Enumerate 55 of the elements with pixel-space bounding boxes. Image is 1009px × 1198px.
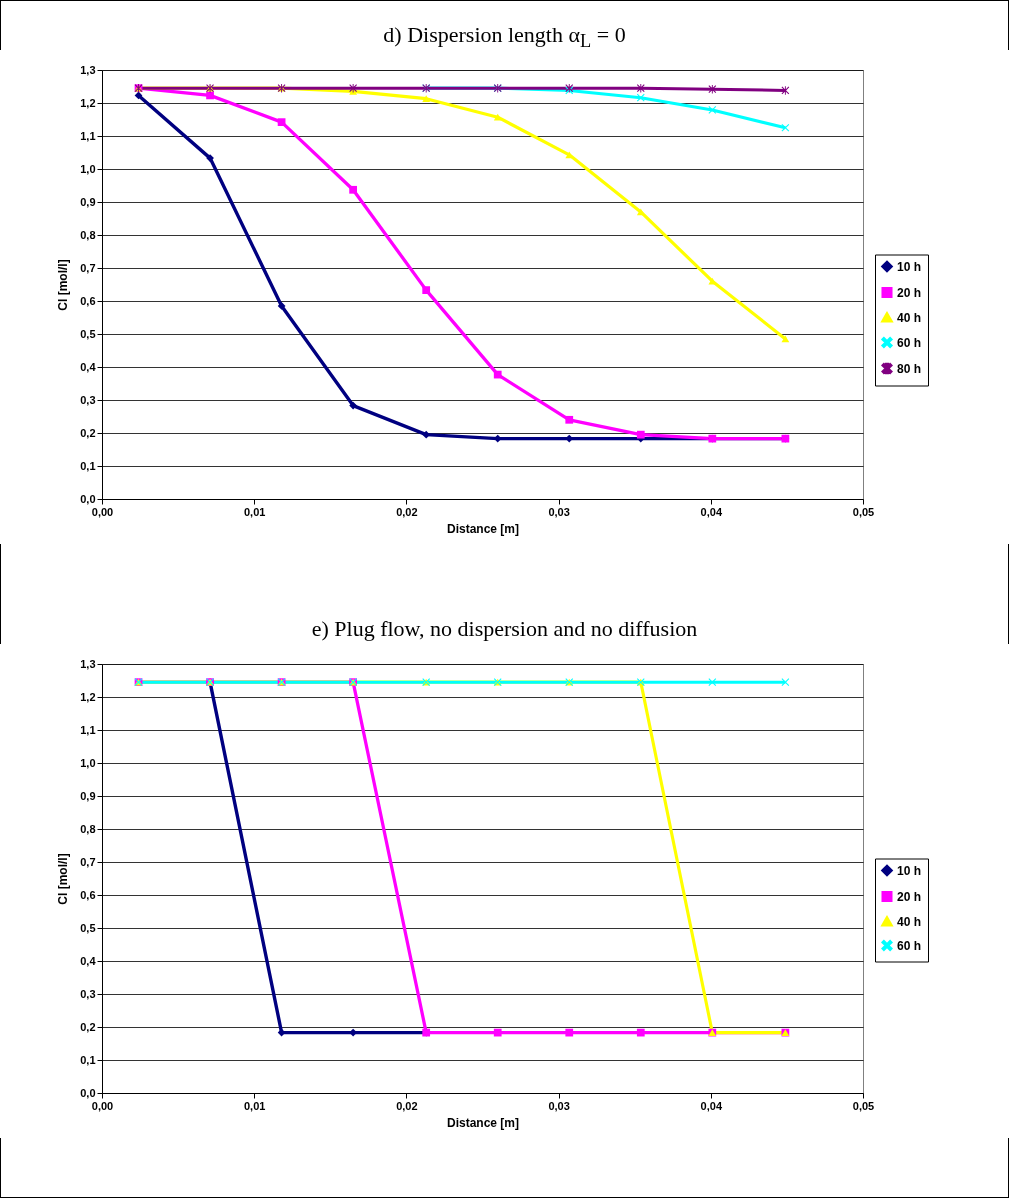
x-tick-label: 0,03: [548, 505, 570, 518]
y-tick-label: 0,4: [80, 360, 97, 373]
y-tick-label: 1,2: [80, 96, 96, 109]
y-tick-label: 1,1: [80, 723, 96, 736]
y-tick-label: 0,7: [80, 261, 96, 274]
y-tick-label: 0,6: [80, 888, 96, 901]
legend-label: 20 h: [897, 285, 922, 300]
y-tick-label: 1,3: [80, 657, 96, 670]
y-tick-label: 0,1: [80, 1053, 96, 1066]
legend-label: 10 h: [897, 863, 922, 878]
y-tick-label: 0,3: [80, 393, 96, 406]
y-tick-label: 1,2: [80, 690, 96, 703]
x-tick-label: 0,04: [700, 505, 723, 518]
legend-label: 60 h: [897, 335, 922, 350]
y-tick-label: 0,8: [80, 228, 96, 241]
y-tick-label: 0,1: [80, 459, 96, 472]
legend-label: 40 h: [897, 914, 922, 929]
y-tick-label: 1,3: [80, 63, 96, 76]
x-tick-label: 0,00: [91, 505, 114, 518]
x-tick-label: 0,05: [852, 1099, 875, 1112]
y-tick-label: 0,5: [80, 921, 96, 934]
y-tick-label: 0,9: [80, 195, 96, 208]
x-tick-label: 0,03: [548, 1099, 570, 1112]
legend-label: 80 h: [897, 361, 922, 376]
x-tick-label: 0,05: [852, 505, 875, 518]
legend-label: 40 h: [897, 310, 922, 325]
y-tick-label: 0,9: [80, 789, 96, 802]
x-tick-label: 0,01: [243, 505, 266, 518]
y-tick-label: 0,7: [80, 855, 96, 868]
y-axis-title: Cl [mol/l]: [56, 259, 71, 311]
x-tick-label: 0,01: [243, 1099, 266, 1112]
y-tick-label: 0,6: [80, 294, 96, 307]
legend-label: 10 h: [897, 259, 922, 274]
x-tick-label: 0,04: [700, 1099, 723, 1112]
y-tick-label: 0,0: [80, 1086, 96, 1099]
x-tick-label: 0,00: [91, 1099, 114, 1112]
chart-title: e) Plug flow, no dispersion and no diffusion: [310, 616, 699, 642]
chart-title: d) Dispersion length α$_{L}$ = 0: [382, 22, 627, 53]
y-tick-label: 0,5: [80, 327, 96, 340]
legend-label: 60 h: [897, 938, 922, 953]
x-tick-label: 0,02: [396, 505, 418, 518]
y-tick-label: 0,3: [80, 987, 96, 1000]
y-axis-title: Cl [mol/l]: [56, 853, 71, 905]
y-tick-label: 1,1: [80, 129, 96, 142]
y-tick-label: 0,2: [80, 1020, 96, 1033]
x-axis-title: Distance [m]: [446, 521, 520, 536]
x-axis-title: Distance [m]: [446, 1115, 520, 1130]
y-tick-label: 0,2: [80, 426, 96, 439]
y-tick-label: 0,0: [80, 492, 96, 505]
legend-label: 20 h: [897, 889, 922, 904]
x-tick-label: 0,02: [396, 1099, 418, 1112]
y-tick-label: 0,8: [80, 822, 96, 835]
y-tick-label: 0,4: [80, 954, 97, 967]
y-tick-label: 1,0: [80, 756, 96, 769]
y-tick-label: 1,0: [80, 162, 96, 175]
